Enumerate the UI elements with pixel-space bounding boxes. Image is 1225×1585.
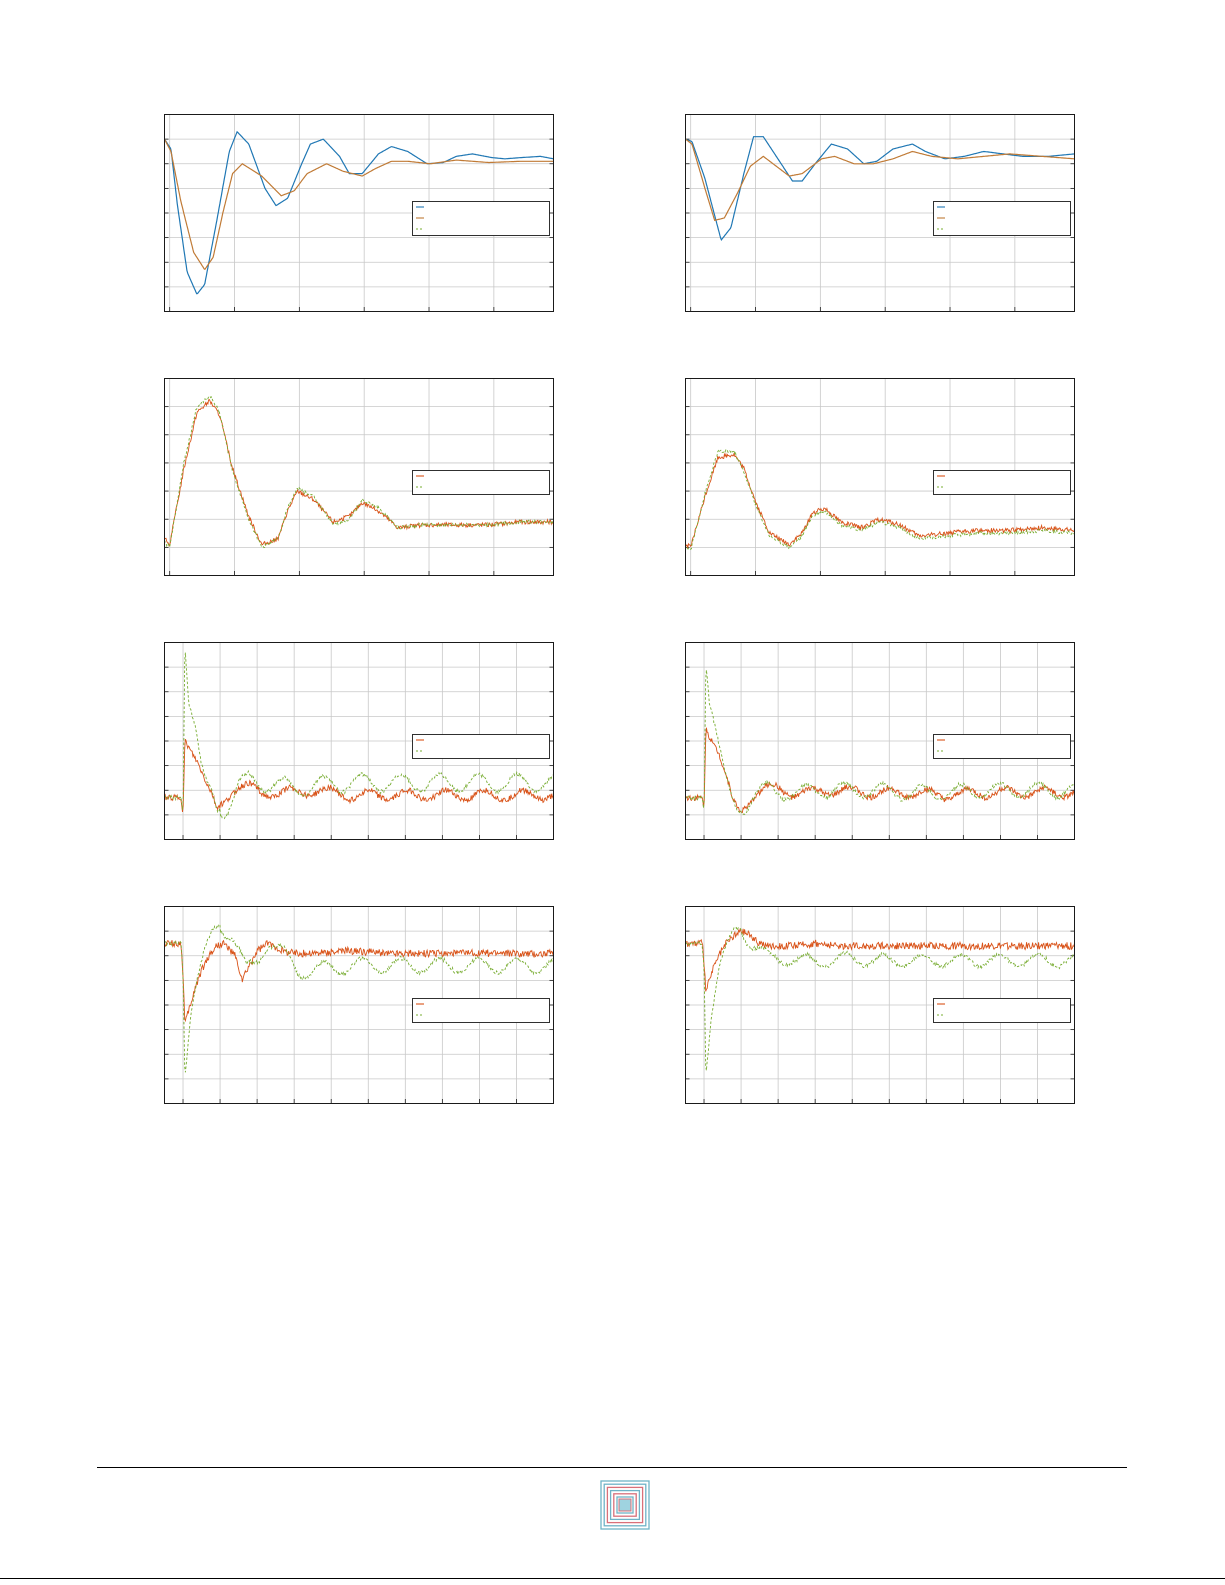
axes-frame [164,642,554,840]
axes-frame [164,378,554,576]
series-line-1 [163,130,554,295]
logo-ring [609,1489,641,1521]
series-line-2 [685,926,1075,1071]
series-line-2 [164,652,554,820]
legend-box [933,201,1071,236]
legend-box [933,734,1071,759]
logo-ring [606,1486,644,1524]
axes-frame [685,378,1075,576]
series-line-2 [685,669,1075,816]
series-line-2 [164,923,554,1073]
axes-frame [164,906,554,1104]
axes-frame [685,114,1075,312]
legend-box [933,470,1071,495]
legend-box [412,201,550,236]
legend-box [412,734,550,759]
series-line-2 [164,395,554,549]
axes-frame [685,642,1075,840]
series-line-2 [685,448,1075,551]
logo-ring [600,1480,650,1530]
chart-panel-6 [685,642,1075,840]
series-line-2 [685,138,1075,222]
logo-core [618,1498,632,1512]
footer-rule [97,1467,1127,1468]
legend-box [412,470,550,495]
logo-ring [603,1483,647,1527]
series-line-1 [685,927,1075,992]
chart-panel-8 [685,906,1075,1104]
series-line-1 [164,739,554,812]
legend-box [933,998,1071,1023]
axes-frame [164,114,554,312]
bottom-rule [0,1578,1225,1579]
concentric-squares-logo-icon [600,1480,650,1530]
chart-panel-1 [163,114,554,312]
series-line-1 [685,136,1075,241]
series-line-1 [685,452,1075,548]
chart-panel-4 [685,378,1075,576]
axes-frame [685,906,1075,1104]
series-line-1 [685,727,1075,814]
logo-ring [616,1496,634,1514]
chart-panel-5 [164,642,554,840]
series-line-2 [163,138,554,271]
logo-ring [613,1493,637,1517]
legend-box [412,998,550,1023]
chart-panel-2 [685,114,1075,312]
series-line-1 [164,939,554,1023]
chart-panel-7 [164,906,554,1104]
chart-panel-3 [164,378,554,576]
